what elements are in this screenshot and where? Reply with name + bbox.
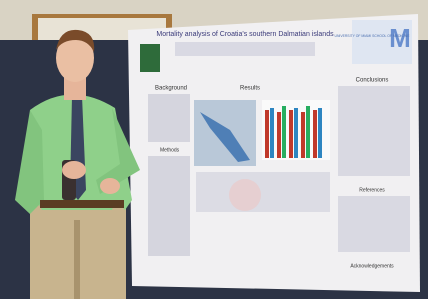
bar (306, 106, 310, 158)
bar (301, 112, 305, 158)
bar (270, 108, 274, 158)
logo-text: UNIVERSITY OF MIAMI SCHOOL OF MEDICINE (335, 34, 411, 38)
section-heading: References (359, 187, 385, 193)
bar (289, 110, 293, 158)
bar (294, 108, 298, 158)
bar (282, 106, 286, 158)
photo: M UNIVERSITY OF MIAMI SCHOOL OF MEDICINE… (0, 0, 428, 299)
glare (229, 179, 261, 211)
hand (62, 161, 86, 179)
hand (100, 178, 120, 194)
text-block (148, 94, 190, 142)
text-block (148, 156, 190, 256)
section-heading: Results (240, 86, 260, 92)
section-heading: Acknowledgements (350, 263, 394, 269)
text-block (338, 196, 410, 252)
poster-title: Mortality analysis of Croatia's southern… (156, 31, 334, 38)
table (196, 172, 330, 212)
section-heading: Methods (160, 147, 180, 153)
belt (40, 200, 124, 208)
bar (318, 108, 322, 158)
authors (175, 42, 315, 56)
bar (265, 110, 269, 158)
bar (313, 110, 317, 158)
pants-seam (74, 220, 80, 299)
bar (277, 112, 281, 158)
text-block (338, 86, 410, 176)
section-heading: Background (155, 86, 187, 92)
logo-left (140, 44, 160, 72)
section-heading: Conclusions (356, 78, 389, 84)
